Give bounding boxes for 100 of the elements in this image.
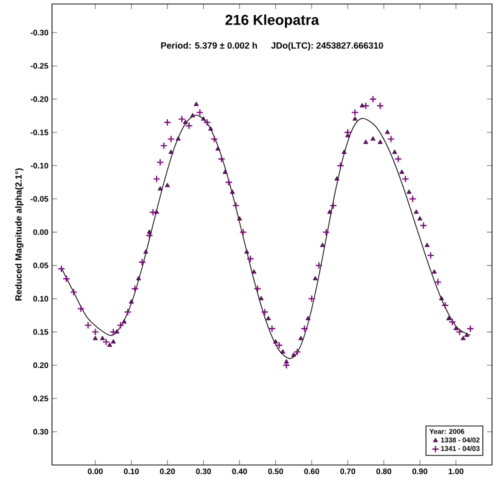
point [143,249,148,254]
y-axis-title: Reduced Magnitude alpha(2.1°) [15,168,24,300]
point [92,336,98,340]
point [448,318,456,326]
point [426,252,434,260]
point [131,284,139,293]
point [327,209,332,214]
point [351,108,359,116]
point [194,102,199,106]
point [273,339,278,344]
point [441,302,449,310]
point [239,228,247,236]
point [300,324,308,332]
point [417,216,422,220]
point [306,316,311,320]
point [218,155,226,163]
point [320,242,325,247]
point [460,336,466,340]
point [230,189,235,194]
text: 216 Kleopatra [225,14,320,28]
point [167,135,175,143]
point [334,176,340,180]
point [116,322,124,330]
text: Period: 5.379 ± 0.002 h JDo(LTC): 2453827.666310 [161,42,384,50]
point [336,162,344,170]
point [160,142,168,150]
point [291,352,296,357]
point [370,136,376,141]
point [414,209,419,214]
point [190,112,196,118]
point [424,242,430,247]
point [268,324,276,332]
point [392,150,398,154]
point [315,262,323,270]
point [293,348,302,356]
point [252,269,256,274]
point [408,195,416,203]
point [298,336,304,340]
point [464,332,470,337]
point [156,158,164,166]
point [280,349,286,354]
point [164,118,172,126]
point [402,175,410,183]
point [456,328,464,336]
point [91,328,100,336]
point [387,135,395,143]
point [164,182,170,188]
point [261,308,269,316]
point [215,146,220,151]
point [363,140,368,144]
point [254,284,262,293]
point [176,136,181,141]
point [434,278,442,286]
point [138,258,146,266]
point [107,342,112,347]
point [330,202,338,210]
point [100,336,105,340]
point [266,316,271,320]
point [369,95,377,103]
point [237,216,242,220]
point [322,228,330,236]
point [312,276,318,280]
point [210,135,218,143]
point [149,208,157,216]
point [453,326,458,330]
point [110,339,116,344]
point [406,189,412,194]
point [158,186,163,190]
point [201,116,206,121]
point [128,299,134,304]
point [224,178,233,186]
point [102,338,110,346]
point [394,155,402,163]
point [384,130,390,134]
point [203,118,211,126]
point [222,170,228,174]
point [178,115,186,123]
point [446,316,452,320]
point [183,120,188,124]
point [84,322,92,330]
point [342,150,347,154]
point [77,304,85,312]
point [352,116,358,121]
point [275,341,284,350]
point [62,274,70,283]
point [58,264,66,273]
point [168,150,174,154]
point [420,222,428,230]
point [232,202,240,210]
point [399,170,404,174]
point [136,276,141,280]
point [208,126,214,131]
point [244,249,250,254]
point [439,296,444,300]
point [258,296,264,300]
point [466,324,474,332]
point [376,102,384,110]
point [124,308,132,316]
point [196,108,204,116]
point [152,175,160,183]
